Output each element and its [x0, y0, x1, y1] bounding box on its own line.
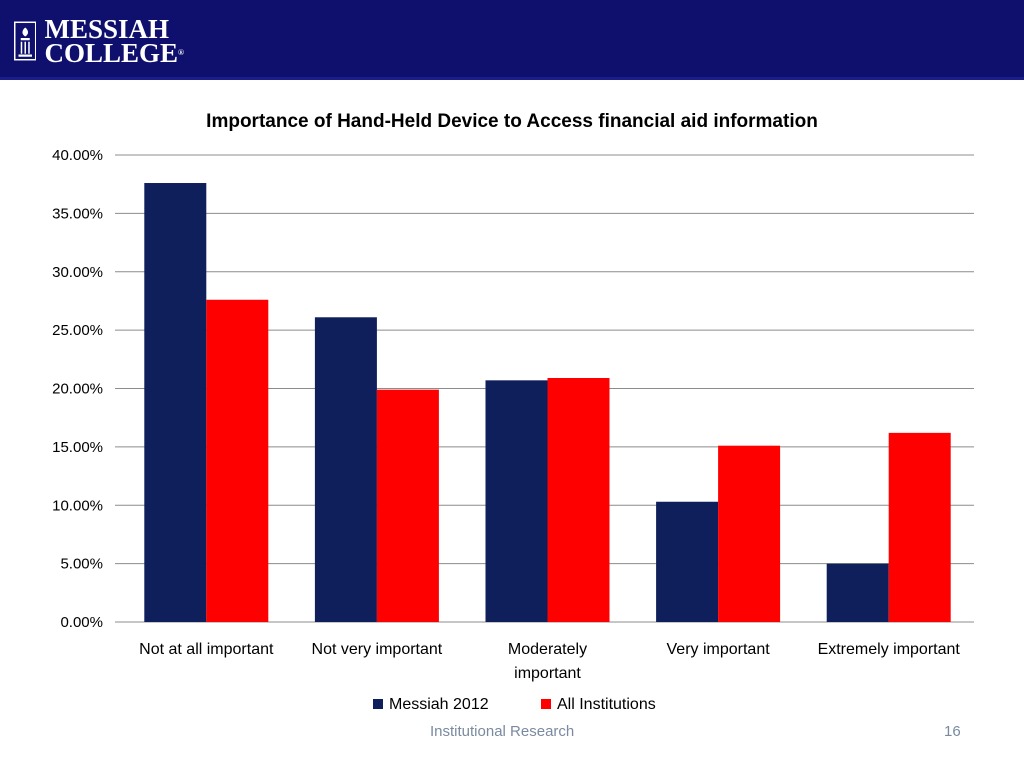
x-category-label: important — [514, 665, 581, 682]
bar — [656, 501, 719, 622]
bar — [314, 317, 377, 622]
x-category-label: Not very important — [312, 641, 443, 658]
y-tick-label: 5.00% — [60, 556, 103, 573]
legend-swatch — [541, 699, 551, 709]
x-category-label: Not at all important — [139, 641, 274, 658]
y-tick-label: 35.00% — [52, 205, 103, 222]
bar — [718, 445, 781, 622]
y-tick-label: 30.00% — [52, 264, 103, 281]
legend-label: All Institutions — [557, 696, 656, 713]
college-seal-icon — [14, 21, 37, 61]
x-category-label: Moderately — [508, 641, 587, 658]
y-tick-label: 40.00% — [52, 147, 103, 164]
bar — [144, 183, 207, 622]
x-category-label: Very important — [667, 641, 771, 658]
y-tick-label: 15.00% — [52, 439, 103, 456]
registered-mark: ® — [178, 48, 184, 57]
bar — [547, 377, 610, 622]
messiah-college-logo: MESSIAH COLLEGE® — [14, 13, 184, 69]
header-bar: MESSIAH COLLEGE® — [0, 0, 1024, 80]
logo-line-1: MESSIAH — [44, 14, 170, 44]
bar — [826, 563, 889, 622]
footer-institutional-research: Institutional Research — [430, 723, 575, 740]
logo-line-2: COLLEGE — [44, 38, 179, 68]
bar — [376, 389, 439, 622]
bar — [206, 299, 269, 622]
chart-title: Importance of Hand-Held Device to Access… — [206, 111, 818, 132]
x-category-label: Extremely important — [818, 641, 961, 658]
legend-swatch — [373, 699, 383, 709]
page-number: 16 — [944, 723, 961, 740]
y-tick-label: 0.00% — [60, 614, 103, 631]
y-tick-label: 20.00% — [52, 381, 103, 398]
logo-wordmark: MESSIAH COLLEGE® — [44, 14, 184, 68]
legend-label: Messiah 2012 — [389, 696, 489, 713]
bar — [485, 380, 548, 622]
y-tick-label: 25.00% — [52, 322, 103, 339]
y-tick-label: 10.00% — [52, 497, 103, 514]
bar — [888, 432, 951, 622]
